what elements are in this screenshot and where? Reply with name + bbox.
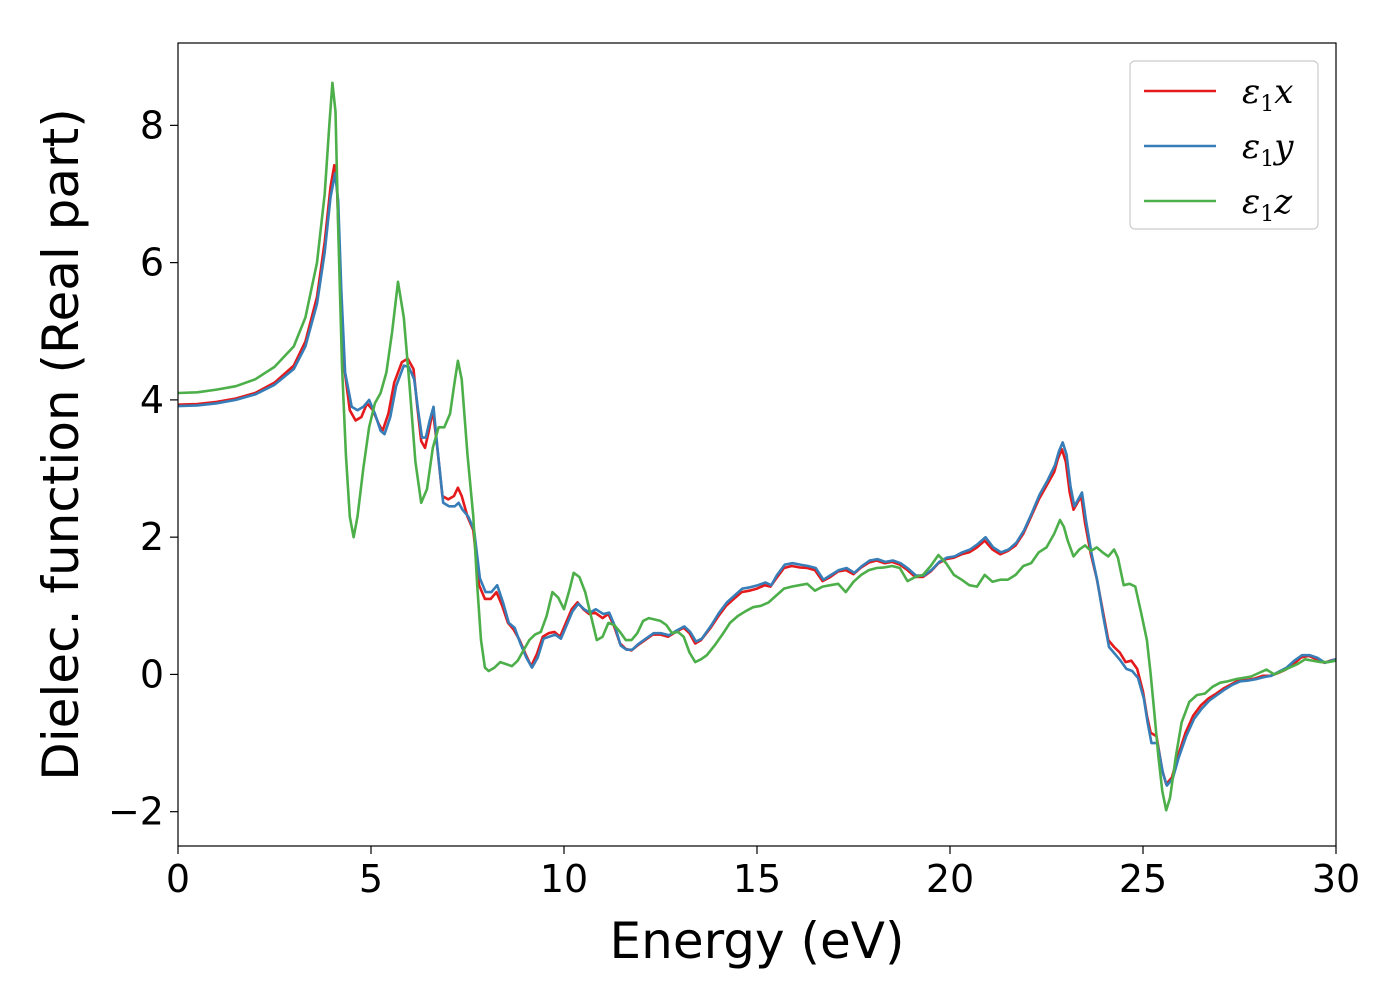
- x-tick-label: 10: [540, 857, 588, 901]
- legend-label: ε1z: [1242, 182, 1293, 227]
- legend-box: [1129, 60, 1319, 230]
- x-axis-ticks: 0 5 10 15 20 25 30: [166, 846, 1360, 901]
- legend: ε1x ε1y ε1z: [1129, 60, 1319, 230]
- legend-label: ε1y: [1242, 127, 1294, 172]
- x-tick-label: 25: [1119, 857, 1167, 901]
- x-tick-label: 30: [1312, 857, 1360, 901]
- x-tick-label: 20: [926, 857, 974, 901]
- x-axis-label: Energy (eV): [610, 912, 905, 970]
- x-tick-label: 5: [359, 857, 383, 901]
- x-tick-label: 15: [733, 857, 781, 901]
- y-tick-label: 4: [140, 378, 164, 422]
- y-tick-label: 6: [140, 241, 164, 285]
- series-line-y: [178, 172, 1336, 787]
- series-line-x: [178, 163, 1336, 786]
- y-tick-label: 8: [140, 103, 164, 147]
- x-tick-label: 0: [166, 857, 190, 901]
- series-layer: [178, 81, 1336, 812]
- y-axis-ticks: −2 0 2 4 6 8: [108, 103, 178, 834]
- y-tick-label: 2: [140, 515, 164, 559]
- y-axis-label: Dielec. function (Real part): [32, 108, 90, 780]
- legend-label: ε1x: [1242, 72, 1293, 117]
- y-tick-label: −2: [108, 790, 164, 834]
- series-line-z: [178, 81, 1336, 812]
- y-tick-label: 0: [140, 652, 164, 696]
